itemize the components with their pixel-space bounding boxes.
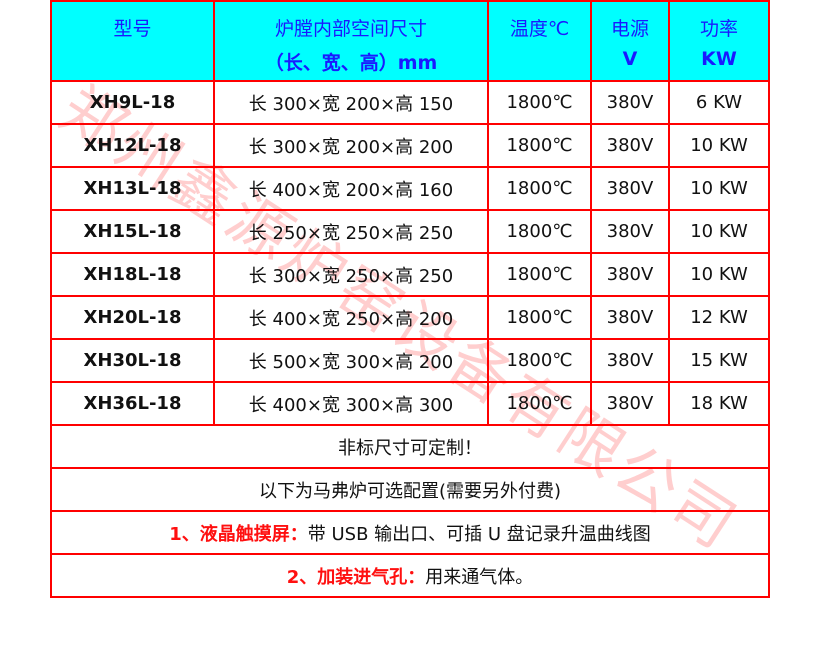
option1-label: 1、液晶触摸屏：: [169, 523, 308, 545]
option2-text: 用来通气体。: [425, 566, 534, 588]
option1-text: 带 USB 输出口、可插 U 盘记录升温曲线图: [307, 523, 651, 545]
table-row: XH18L-18 长 300×宽 250×高 250 1800℃ 380V 10 KW: [50, 252, 770, 297]
cell-size: 长 400×宽 250×高 200: [213, 295, 489, 340]
cell-power: 15 KW: [668, 338, 770, 383]
table-row: XH12L-18 长 300×宽 200×高 200 1800℃ 380V 10 KW: [50, 123, 770, 168]
cell-model: XH20L-18: [50, 295, 215, 340]
cell-temp: 1800℃: [487, 381, 592, 426]
cell-voltage: 380V: [590, 166, 670, 211]
cell-voltage: 380V: [590, 80, 670, 125]
table-row: XH13L-18 长 400×宽 200×高 160 1800℃ 380V 10 KW: [50, 166, 770, 211]
cell-size: 长 500×宽 300×高 200: [213, 338, 489, 383]
cell-temp: 1800℃: [487, 338, 592, 383]
cell-model: XH12L-18: [50, 123, 215, 168]
header-voltage: 电源 V: [590, 0, 670, 82]
cell-temp: 1800℃: [487, 209, 592, 254]
table-header: 型号 炉膛内部空间尺寸 （长、宽、高）mm 温度℃ 电源 V 功率 KW: [50, 0, 770, 82]
cell-temp: 1800℃: [487, 295, 592, 340]
note-options-intro: 以下为马弗炉可选配置(需要另外付费): [50, 467, 770, 512]
cell-temp: 1800℃: [487, 166, 592, 211]
header-power-line2: KW: [701, 48, 737, 70]
cell-temp: 1800℃: [487, 80, 592, 125]
cell-voltage: 380V: [590, 338, 670, 383]
cell-size: 长 300×宽 200×高 200: [213, 123, 489, 168]
table-row: XH30L-18 长 500×宽 300×高 200 1800℃ 380V 15 KW: [50, 338, 770, 383]
cell-voltage: 380V: [590, 295, 670, 340]
cell-power: 18 KW: [668, 381, 770, 426]
cell-model: XH30L-18: [50, 338, 215, 383]
cell-voltage: 380V: [590, 209, 670, 254]
table-row: XH15L-18 长 250×宽 250×高 250 1800℃ 380V 10 KW: [50, 209, 770, 254]
header-power: 功率 KW: [668, 0, 770, 82]
cell-model: XH13L-18: [50, 166, 215, 211]
cell-power: 10 KW: [668, 252, 770, 297]
table-row: XH36L-18 长 400×宽 300×高 300 1800℃ 380V 18 KW: [50, 381, 770, 426]
header-size: 炉膛内部空间尺寸 （长、宽、高）mm: [213, 0, 489, 82]
header-voltage-line1: 电源: [610, 18, 649, 40]
cell-voltage: 380V: [590, 252, 670, 297]
cell-temp: 1800℃: [487, 123, 592, 168]
header-temp-label: 温度℃: [509, 18, 570, 40]
cell-model: XH18L-18: [50, 252, 215, 297]
cell-power: 10 KW: [668, 123, 770, 168]
header-size-line2: （长、宽、高）mm: [264, 52, 438, 74]
cell-model: XH9L-18: [50, 80, 215, 125]
cell-model: XH15L-18: [50, 209, 215, 254]
cell-model: XH36L-18: [50, 381, 215, 426]
cell-power: 10 KW: [668, 209, 770, 254]
cell-voltage: 380V: [590, 123, 670, 168]
header-power-line1: 功率: [699, 18, 738, 40]
header-model: 型号: [50, 0, 215, 82]
cell-power: 6 KW: [668, 80, 770, 125]
note-option-2: 2、加装进气孔：用来通气体。: [50, 553, 770, 598]
cell-size: 长 400×宽 300×高 300: [213, 381, 489, 426]
cell-temp: 1800℃: [487, 252, 592, 297]
note-option-1: 1、液晶触摸屏：带 USB 输出口、可插 U 盘记录升温曲线图: [50, 510, 770, 555]
table-row: XH20L-18 长 400×宽 250×高 200 1800℃ 380V 12 KW: [50, 295, 770, 340]
cell-power: 10 KW: [668, 166, 770, 211]
option2-label: 2、加装进气孔：: [286, 566, 426, 588]
cell-size: 长 400×宽 200×高 160: [213, 166, 489, 211]
header-size-line1: 炉膛内部空间尺寸: [274, 18, 427, 40]
header-model-label: 型号: [113, 18, 152, 40]
header-voltage-line2: V: [622, 48, 638, 70]
cell-size: 长 300×宽 250×高 250: [213, 252, 489, 297]
cell-size: 长 300×宽 200×高 150: [213, 80, 489, 125]
note-custom: 非标尺寸可定制！: [50, 424, 770, 469]
header-temp: 温度℃: [487, 0, 592, 82]
cell-power: 12 KW: [668, 295, 770, 340]
table-row: XH9L-18 长 300×宽 200×高 150 1800℃ 380V 6 KW: [50, 80, 770, 125]
cell-voltage: 380V: [590, 381, 670, 426]
spec-table: 型号 炉膛内部空间尺寸 （长、宽、高）mm 温度℃ 电源 V 功率 KW XH9L-1…: [50, 0, 770, 598]
cell-size: 长 250×宽 250×高 250: [213, 209, 489, 254]
